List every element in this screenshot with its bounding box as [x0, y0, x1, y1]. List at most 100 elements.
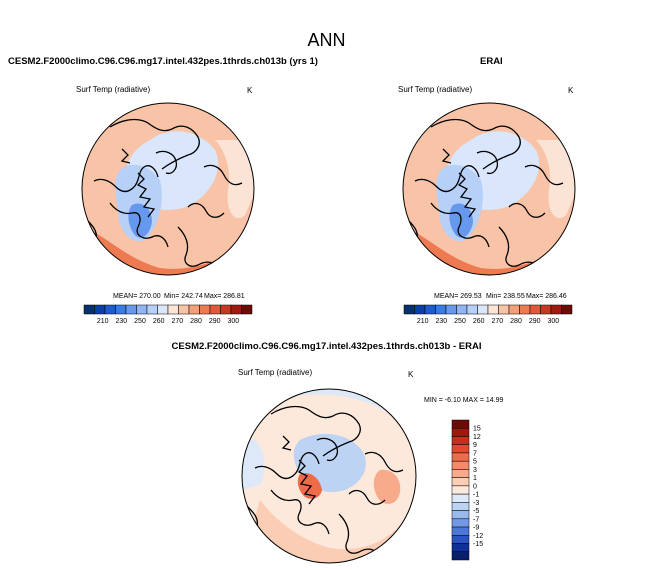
- panel-3-colorbar-tick-label: 15: [473, 426, 481, 433]
- panel-1-colorbar-swatch: [188, 304, 200, 315]
- panel-3-colorbar-tick-label: -9: [473, 525, 479, 532]
- panel-2-colorbar-swatch: [540, 304, 552, 315]
- panel-1-colorbar-tick-label: 260: [153, 318, 165, 325]
- panel-3-colorbar-tick-label: 9: [473, 442, 477, 449]
- panel-1-case-title: CESM2.F2000climo.C96.C96.mg17.intel.432p…: [8, 56, 318, 67]
- panel-1-colorbar-swatch: [157, 304, 169, 315]
- panel-2-colorbar-tick-label: 280: [510, 318, 522, 325]
- panel-1-colorbar-swatch: [241, 304, 253, 315]
- panel-1-colorbar-swatch: [167, 304, 179, 315]
- panel-1-max-label: Max= 286.81: [204, 293, 245, 300]
- panel-3-colorbar-swatch: [451, 452, 470, 462]
- panel-3-colorbar-swatch: [451, 518, 470, 528]
- panel-1-variable-label: Surf Temp (radiative): [76, 85, 151, 94]
- panel-1-map: [82, 103, 254, 275]
- panel-1-colorbar-swatch: [178, 304, 190, 315]
- panel-3-colorbar-tick-label: 7: [473, 450, 477, 457]
- panel-2-colorbar-swatch: [414, 304, 426, 315]
- panel-1-colorbar-tick-label: 250: [134, 318, 146, 325]
- panel-1-colorbar-swatch: [115, 304, 127, 315]
- panel-1-min-label: Min= 242.74: [164, 293, 203, 300]
- panel-2-case-title: ERAI: [480, 56, 503, 67]
- panel-3-colorbar-swatch: [451, 419, 470, 429]
- panel-3-colorbar-swatch: [451, 436, 470, 445]
- panel-2-colorbar-swatch: [529, 304, 541, 315]
- panel-3-colorbar-swatch: [451, 493, 470, 503]
- panel-2-colorbar-swatch: [519, 304, 531, 315]
- panel-2-colorbar: 210 230 250 260 270 280 290 300: [403, 304, 573, 325]
- panel-2-colorbar-swatch: [550, 304, 562, 315]
- panel-3-colorbar-swatch: [451, 427, 470, 437]
- panel-2-colorbar-swatch: [498, 304, 510, 315]
- panel-3-map-border: [241, 388, 417, 564]
- panel-3-colorbar-swatch: [451, 460, 470, 470]
- panel-2-min-label: Min= 238.55: [486, 293, 525, 300]
- panel-3-colorbar-swatch: [451, 510, 470, 520]
- panel-1-colorbar-swatch: [125, 304, 137, 315]
- panel-3-colorbar-tick-label: -1: [473, 492, 479, 499]
- panel-2-colorbar-tick-label: 270: [491, 318, 503, 325]
- panel-3-colorbar-swatch: [451, 543, 470, 553]
- panel-2-variable-label: Surf Temp (radiative): [398, 85, 473, 94]
- panel-1-colorbar-swatch: [199, 304, 211, 315]
- panel-1-colorbar-tick-label: 300: [227, 318, 239, 325]
- panel-1-colorbar-tick-label: 290: [209, 318, 221, 325]
- panel-2-colorbar-tick-label: 260: [473, 318, 485, 325]
- panel-2-colorbar-swatch: [477, 304, 489, 315]
- panel-1-colorbar-tick-label: 230: [115, 318, 127, 325]
- panel-3-colorbar-tick-label: 0: [473, 483, 477, 490]
- panel-3-colorbar-swatch: [451, 551, 470, 561]
- panel-2-colorbar-swatch: [445, 304, 457, 315]
- panel-1-colorbar-swatch: [230, 304, 242, 315]
- panel-3-colorbar-tick-label: 1: [473, 475, 477, 482]
- panel-2-units-label: K: [568, 86, 574, 95]
- panel-1-colorbar-swatch: [136, 304, 148, 315]
- panel-3-units-label: K: [408, 370, 414, 379]
- panel-1-colorbar-tick-label: 210: [97, 318, 109, 325]
- panel-1-colorbar-swatch: [220, 304, 232, 315]
- panel-2-colorbar-swatch: [561, 304, 573, 315]
- panel-2-colorbar-swatch: [508, 304, 520, 315]
- panel-3-colorbar-tick-label: 12: [473, 434, 481, 441]
- panel-1-colorbar-swatch: [104, 304, 116, 315]
- panel-1-colorbar-swatch: [146, 304, 158, 315]
- panel-3-colorbar-swatch: [451, 535, 470, 544]
- panel-1-units-label: K: [247, 86, 253, 95]
- panel-3-colorbar-tick-label: 5: [473, 459, 477, 466]
- panel-1-mean-label: MEAN= 270.00: [113, 293, 161, 300]
- panel-3-colorbar-swatch: [451, 469, 470, 478]
- panel-2-colorbar-tick-label: 300: [547, 318, 559, 325]
- panel-2-map: [403, 103, 575, 275]
- page-title: ANN: [307, 30, 346, 50]
- panel-2-colorbar-swatch: [466, 304, 478, 315]
- panel-3-case-title: CESM2.F2000climo.C96.C96.mg17.intel.432p…: [171, 341, 482, 352]
- panel-3-colorbar-tick-label: -12: [473, 533, 483, 540]
- panel-3-colorbar-tick-label: -5: [473, 508, 479, 515]
- panel-3-colorbar-tick-label: -7: [473, 516, 479, 523]
- panel-2-colorbar-swatch: [403, 304, 415, 315]
- panel-3-colorbar-swatch: [451, 526, 470, 536]
- panel-3-colorbar-swatch: [451, 485, 470, 495]
- panel-2-colorbar-tick-label: 210: [417, 318, 429, 325]
- panel-2-mean-label: MEAN= 269.53: [434, 293, 482, 300]
- panel-3-map: [242, 389, 416, 563]
- panel-2-colorbar-swatch: [487, 304, 499, 315]
- panel-2-map-border: [402, 102, 576, 276]
- panel-3-colorbar-swatch: [451, 477, 470, 487]
- panel-3-colorbar-tick-label: 3: [473, 467, 477, 474]
- panel-1-colorbar-swatch: [94, 304, 106, 315]
- panel-2-colorbar-swatch: [424, 304, 436, 315]
- panel-3-variable-label: Surf Temp (radiative): [238, 368, 313, 377]
- panel-3-minmax-label: MIN = -6.10 MAX = 14.99: [424, 397, 504, 404]
- panel-1-colorbar-swatch: [83, 304, 95, 315]
- panel-2-max-label: Max= 286.46: [526, 293, 567, 300]
- panel-2-colorbar-tick-label: 250: [454, 318, 466, 325]
- panel-2-colorbar-tick-label: 290: [529, 318, 541, 325]
- panel-2-colorbar-tick-label: 230: [435, 318, 447, 325]
- panel-3-colorbar-swatch: [451, 444, 470, 454]
- panel-3-colorbar-tick-label: -15: [473, 541, 483, 548]
- panel-1-colorbar-tick-label: 270: [171, 318, 183, 325]
- panel-2-colorbar-swatch: [435, 304, 447, 315]
- panel-1-colorbar-swatch: [209, 304, 221, 315]
